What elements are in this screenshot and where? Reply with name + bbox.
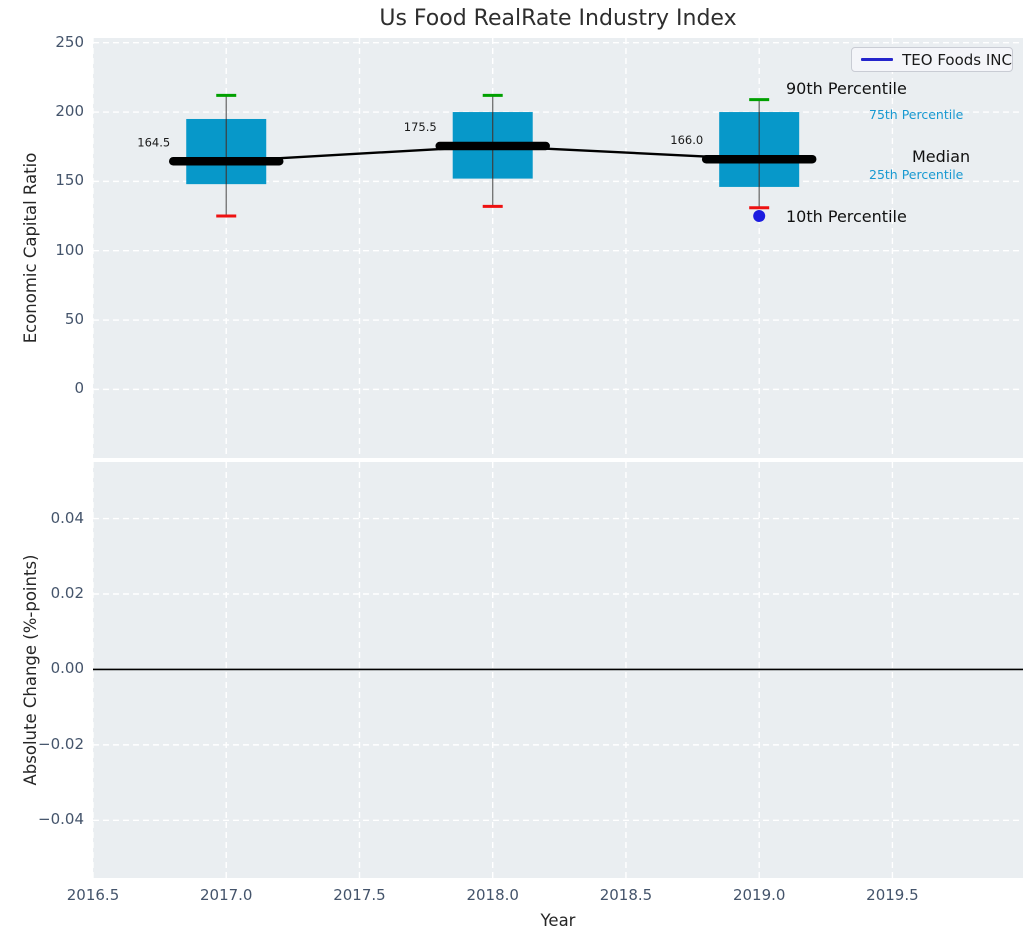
xtick: 2018.5 [599, 886, 653, 904]
xtick: 2017.0 [199, 886, 253, 904]
annotation-10th-percentile: 10th Percentile [786, 207, 907, 226]
legend-line-sample [861, 58, 894, 61]
annotation-90th-percentile: 90th Percentile [786, 79, 907, 98]
chart-title: Us Food RealRate Industry Index [379, 6, 737, 31]
ytick-top: 250 [55, 32, 84, 51]
ytick-top: 150 [55, 171, 84, 190]
xtick: 2017.5 [333, 886, 386, 904]
annotation-median: Median [912, 147, 971, 166]
ytick-bottom: −0.04 [38, 810, 84, 829]
legend-label: TEO Foods INC [902, 50, 1012, 69]
ytick-top: 0 [74, 379, 84, 398]
xtick: 2019.0 [732, 886, 786, 904]
xtick: 2018.0 [466, 886, 519, 904]
company-point [753, 210, 766, 223]
ytick-bottom: −0.02 [38, 734, 84, 753]
median-value-label-2019: 166.0 [670, 133, 703, 147]
ytick-bottom: 0.02 [50, 584, 84, 602]
ytick-bottom: 0.00 [50, 659, 84, 678]
annotation-25th-percentile: 25th Percentile [869, 167, 964, 182]
median-value-label-2017: 164.5 [137, 135, 170, 149]
ytick-bottom: 0.04 [50, 508, 84, 527]
legend: TEO Foods INC [851, 47, 1013, 72]
annotation-75th-percentile: 75th Percentile [869, 107, 964, 122]
x-axis-label: Year [540, 911, 576, 930]
plot-area-top [93, 38, 1023, 458]
ytick-top: 100 [55, 240, 84, 259]
xtick: 2019.5 [866, 886, 919, 904]
median-value-label-2018: 175.5 [404, 120, 437, 134]
ytick-top: 200 [55, 102, 84, 121]
ytick-top: 50 [64, 310, 84, 329]
xtick: 2016.5 [66, 886, 120, 904]
